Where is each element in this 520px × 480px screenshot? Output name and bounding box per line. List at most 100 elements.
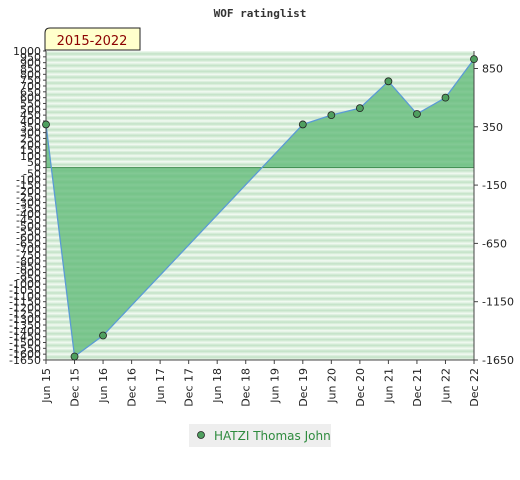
data-markers — [42, 55, 478, 361]
grid-band — [46, 325, 474, 331]
y-tick-label: -1200 — [9, 302, 41, 315]
grid-band — [46, 161, 474, 168]
grid-band — [46, 301, 474, 308]
x-tick-label: Jun 16 — [97, 368, 110, 404]
grid-band — [46, 138, 474, 145]
legend-series-name: HATZI Thomas John — [214, 429, 331, 443]
y-tick-label: 750 — [20, 74, 41, 87]
grid-band — [46, 56, 474, 63]
grid-band — [46, 272, 474, 279]
axes: 1000950900850800750700650600550500450400… — [9, 45, 514, 407]
grid-band — [46, 80, 474, 86]
grid-band — [46, 155, 474, 162]
right-tick-label: 350 — [482, 121, 503, 134]
period-badge-box — [44, 27, 141, 51]
grid-band — [46, 260, 474, 267]
grid-band — [46, 173, 474, 180]
y-tick-label: -50 — [23, 167, 41, 180]
grid-band — [46, 255, 474, 261]
y-tick-label: 500 — [20, 103, 41, 116]
y-tick-label: -1250 — [9, 307, 41, 320]
data-point — [441, 93, 450, 102]
grid-band — [46, 150, 474, 156]
grid-band — [46, 243, 474, 250]
data-point — [298, 120, 307, 129]
y-tick-label: -900 — [16, 267, 41, 280]
data-point — [70, 352, 79, 361]
y-tick-label: 800 — [20, 68, 41, 81]
y-tick-label: 550 — [20, 97, 41, 110]
y-tick-label: -1650 — [9, 354, 41, 367]
grid-band — [46, 249, 474, 256]
right-tick-label: 850 — [482, 62, 503, 75]
right-tick-label: -650 — [482, 237, 507, 250]
y-tick-label: 350 — [20, 121, 41, 134]
grid-band — [46, 62, 474, 69]
y-tick-label: -1550 — [9, 342, 41, 355]
x-tick-label: Dec 17 — [183, 368, 196, 407]
grid-band — [46, 120, 474, 127]
x-tick-label: Dec 21 — [411, 368, 424, 407]
x-tick-label: Dec 22 — [468, 368, 481, 407]
y-tick-label: -1000 — [9, 278, 41, 291]
data-point — [355, 104, 364, 113]
y-tick-label: -550 — [16, 226, 41, 239]
x-tick-label: Dec 20 — [354, 368, 367, 407]
grid-band — [46, 278, 474, 285]
chart-title: WOF ratinglist — [214, 7, 307, 20]
x-tick-label: Jun 17 — [154, 368, 167, 404]
data-point — [470, 55, 478, 64]
y-tick-label: 400 — [20, 115, 41, 128]
grid-band — [46, 190, 474, 197]
y-tick-label: -800 — [16, 255, 41, 268]
y-tick-label: 950 — [20, 51, 41, 64]
y-tick-label: -1400 — [9, 325, 41, 338]
plot-area — [45, 58, 475, 358]
x-tick-label: Dec 15 — [69, 368, 82, 407]
grid-band — [46, 185, 474, 191]
grid-band — [46, 307, 474, 314]
grid-band — [46, 202, 474, 209]
x-tick-label: Jun 18 — [211, 368, 224, 404]
x-tick-label: Jun 21 — [382, 368, 395, 404]
grid-band — [46, 74, 474, 81]
y-tick-label: 450 — [20, 109, 41, 122]
y-tick-label: -950 — [16, 272, 41, 285]
grid-band — [46, 103, 474, 110]
y-tick-label: -350 — [16, 202, 41, 215]
y-tick-label: -750 — [16, 249, 41, 262]
grid-band — [46, 196, 474, 203]
y-tick-label: -300 — [16, 197, 41, 210]
grid-band — [46, 237, 474, 244]
grid-band — [46, 354, 474, 360]
y-tick-label: -850 — [16, 261, 41, 274]
x-tick-label: Dec 16 — [126, 368, 139, 407]
grid-band — [46, 284, 474, 291]
grid-band — [46, 85, 474, 92]
grid-band — [46, 68, 474, 75]
y-tick-label: -1050 — [9, 284, 41, 297]
series-line — [45, 58, 475, 358]
y-tick-label: -500 — [16, 220, 41, 233]
x-tick-label: Jun 15 — [40, 368, 53, 404]
grid-band — [46, 208, 474, 215]
y-tick-label: 0 — [34, 162, 41, 175]
y-tick-label: 200 — [20, 138, 41, 151]
right-tick-label: -1150 — [482, 296, 514, 309]
y-tick-label: -150 — [16, 179, 41, 192]
legend[interactable]: HATZI Thomas John — [189, 424, 331, 447]
y-tick-label: -1600 — [9, 348, 41, 361]
grid-band — [46, 97, 474, 104]
legend-marker — [197, 431, 205, 439]
x-tick-label: Jun 22 — [439, 368, 452, 404]
y-tick-label: -650 — [16, 237, 41, 250]
y-tick-label: 700 — [20, 80, 41, 93]
y-tick-label: -450 — [16, 214, 41, 227]
grid-band — [46, 91, 474, 98]
grid-band — [46, 109, 474, 116]
y-tick-label: 1000 — [13, 45, 41, 58]
data-point — [42, 120, 50, 129]
x-tick-label: Dec 18 — [240, 368, 253, 407]
grid-band — [46, 319, 474, 326]
